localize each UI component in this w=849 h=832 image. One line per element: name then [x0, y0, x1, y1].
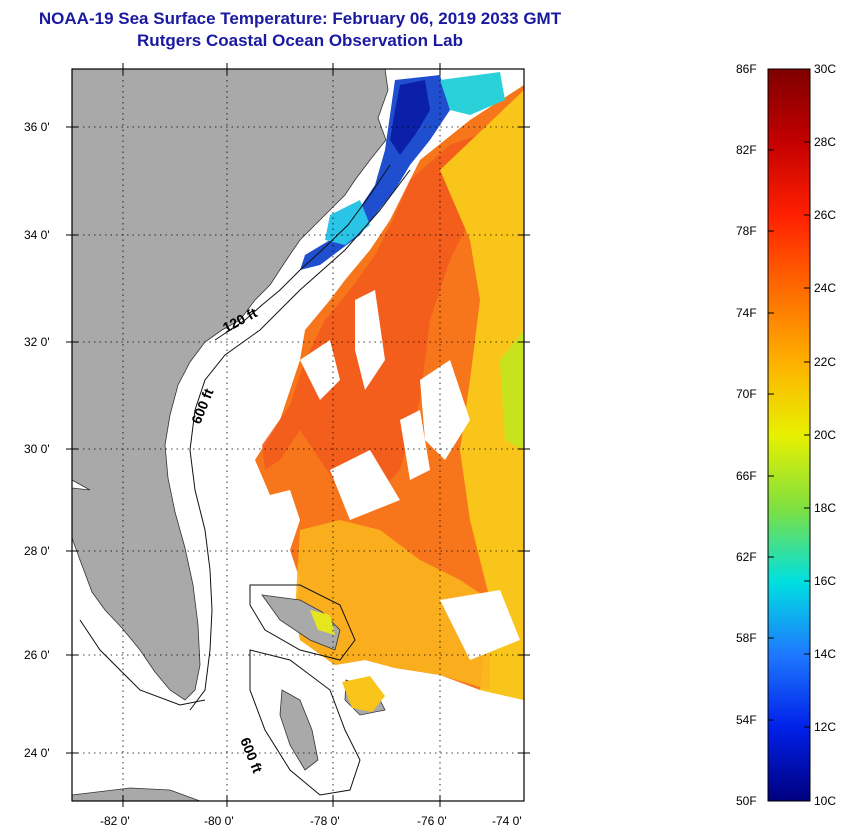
cbar-f-50: 50F	[736, 794, 757, 808]
lat-label-28: 28 0'	[24, 544, 50, 558]
isobath-600ft	[189, 169, 411, 711]
sst-cool-band-south	[295, 520, 490, 690]
cbar-f-82: 82F	[736, 143, 757, 157]
lat-label-34: 34 0'	[24, 228, 50, 242]
land-cuba-edge	[72, 787, 201, 801]
title-block: NOAA-19 Sea Surface Temperature: Februar…	[0, 8, 600, 52]
cloud-1	[300, 340, 340, 400]
map-content	[72, 69, 524, 801]
cbar-f-66: 66F	[736, 469, 757, 483]
cbar-f-54: 54F	[736, 713, 757, 727]
sst-bahama-yellow	[310, 610, 335, 635]
lat-label-36: 36 0'	[24, 120, 50, 134]
lat-label-32: 32 0'	[24, 335, 50, 349]
land-andros	[279, 689, 319, 771]
axis-ticks	[66, 63, 530, 807]
sst-deep-cold	[390, 80, 430, 155]
cloud-5	[440, 590, 520, 660]
cbar-c-16: 16C	[814, 574, 836, 588]
title-line-1: NOAA-19 Sea Surface Temperature: Februar…	[38, 9, 562, 28]
title-line-2: Rutgers Coastal Ocean Observation Lab	[137, 31, 463, 50]
lat-label-30: 30 0'	[24, 442, 50, 456]
cbar-f-70: 70F	[736, 387, 757, 401]
cloud-6	[400, 410, 430, 480]
cbar-c-28: 28C	[814, 135, 836, 149]
cbar-c-14: 14C	[814, 647, 836, 661]
land-mainland	[72, 69, 389, 701]
cbar-c-18: 18C	[814, 501, 836, 515]
isobath-bahamas-south	[249, 649, 361, 796]
cloud-3	[420, 360, 470, 460]
cbar-c-20: 20C	[814, 428, 836, 442]
lon-label-82: -82 0'	[100, 814, 130, 828]
sst-map: 36 0' 34 0' 32 0' 30 0' 28 0' 26 0' 24 0…	[24, 63, 530, 828]
cbar-f-74: 74F	[736, 306, 757, 320]
grid-lines	[72, 69, 524, 801]
cbar-f-78: 78F	[736, 224, 757, 238]
map-frame	[71, 68, 525, 802]
sst-cool-band-east	[440, 90, 524, 700]
cbar-c-26: 26C	[814, 208, 836, 222]
sst-green-edge	[500, 330, 524, 450]
land-grand-bahama	[261, 594, 341, 651]
cbar-c-24: 24C	[814, 281, 836, 295]
cloud-4	[330, 450, 400, 520]
cbar-c-12: 12C	[814, 720, 836, 734]
cbar-c-22: 22C	[814, 355, 836, 369]
cbar-f-58: 58F	[736, 631, 757, 645]
lat-label-24: 24 0'	[24, 746, 50, 760]
colorbar-ramp	[767, 68, 811, 802]
lat-label-26: 26 0'	[24, 648, 50, 662]
colorbar-ticks	[768, 141, 810, 728]
isobath-bahamas	[249, 584, 356, 661]
sst-bahama-warm	[342, 676, 385, 712]
cbar-c-10: 10C	[814, 794, 836, 808]
lon-label-74: -74 0'	[492, 814, 522, 828]
lon-label-76: -76 0'	[417, 814, 447, 828]
isobath-120ft	[214, 164, 391, 341]
isobath-keys	[79, 619, 206, 706]
cbar-f-62: 62F	[736, 550, 757, 564]
lon-label-80: -80 0'	[204, 814, 234, 828]
cbar-f-86: 86F	[736, 62, 757, 76]
cloud-2	[355, 290, 385, 390]
cbar-c-30: 30C	[814, 62, 836, 76]
colorbar: 86F 82F 78F 74F 70F 66F 62F 58F 54F 50F …	[736, 62, 836, 808]
sst-cyan-north	[440, 72, 505, 115]
lon-label-78: -78 0'	[310, 814, 340, 828]
